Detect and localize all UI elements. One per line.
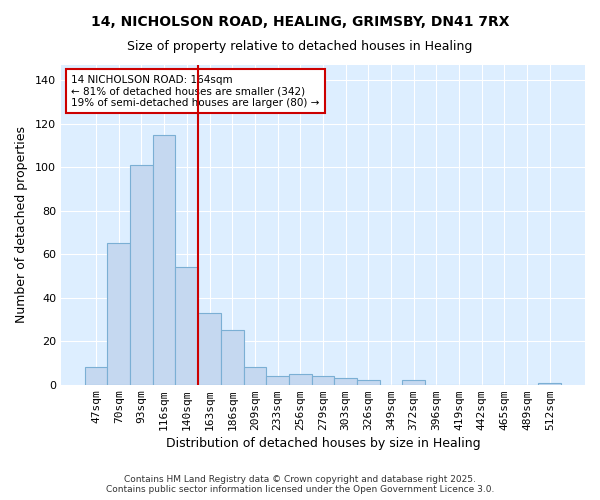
Text: 14, NICHOLSON ROAD, HEALING, GRIMSBY, DN41 7RX: 14, NICHOLSON ROAD, HEALING, GRIMSBY, DN… <box>91 15 509 29</box>
Bar <box>198 313 221 384</box>
Y-axis label: Number of detached properties: Number of detached properties <box>15 126 28 324</box>
Text: Contains public sector information licensed under the Open Government Licence 3.: Contains public sector information licen… <box>106 486 494 494</box>
Bar <box>334 378 357 384</box>
X-axis label: Distribution of detached houses by size in Healing: Distribution of detached houses by size … <box>166 437 480 450</box>
Bar <box>221 330 244 384</box>
Bar <box>175 268 198 384</box>
Text: Contains HM Land Registry data © Crown copyright and database right 2025.: Contains HM Land Registry data © Crown c… <box>124 476 476 484</box>
Bar <box>289 374 311 384</box>
Text: Size of property relative to detached houses in Healing: Size of property relative to detached ho… <box>127 40 473 53</box>
Bar <box>85 368 107 384</box>
Bar <box>153 134 175 384</box>
Text: 14 NICHOLSON ROAD: 164sqm
← 81% of detached houses are smaller (342)
19% of semi: 14 NICHOLSON ROAD: 164sqm ← 81% of detac… <box>71 74 320 108</box>
Bar <box>244 368 266 384</box>
Bar <box>266 376 289 384</box>
Bar <box>357 380 380 384</box>
Bar <box>311 376 334 384</box>
Bar <box>538 382 561 384</box>
Bar <box>403 380 425 384</box>
Bar <box>107 244 130 384</box>
Bar <box>130 165 153 384</box>
